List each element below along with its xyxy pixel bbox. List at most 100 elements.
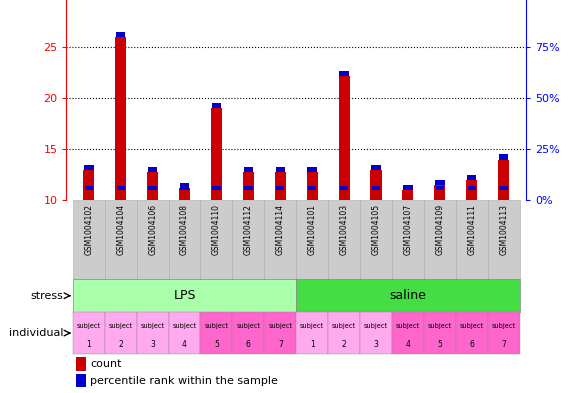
Text: 5: 5 [438,340,442,349]
Text: 2: 2 [342,340,346,349]
Bar [169,312,201,354]
Text: 4: 4 [406,340,410,349]
Bar [244,186,253,190]
Bar [83,170,94,200]
Bar [360,312,392,354]
FancyBboxPatch shape [73,200,105,279]
Bar [147,172,158,200]
Text: GSM1004108: GSM1004108 [180,204,189,255]
Bar [73,279,297,312]
Bar [243,172,254,200]
Text: individual: individual [9,328,64,338]
Bar [76,357,86,371]
Text: GSM1004101: GSM1004101 [307,204,317,255]
FancyBboxPatch shape [105,200,136,279]
Text: stress: stress [31,291,64,301]
Text: GSM1004107: GSM1004107 [403,204,413,255]
Bar [180,186,189,190]
Text: subject: subject [77,323,101,329]
Bar [435,180,444,185]
Bar [180,183,189,188]
Text: subject: subject [172,323,197,329]
Bar [392,312,424,354]
Text: subject: subject [205,323,228,329]
Bar [371,165,381,170]
FancyBboxPatch shape [360,200,392,279]
Bar [136,312,169,354]
FancyBboxPatch shape [488,200,520,279]
Bar [372,186,380,190]
Text: GSM1004111: GSM1004111 [467,204,476,255]
Bar [402,190,413,200]
Bar [105,312,136,354]
Bar [466,180,477,200]
Bar [84,186,93,190]
Bar [149,186,157,190]
Text: subject: subject [300,323,324,329]
Bar [275,172,286,200]
FancyBboxPatch shape [424,200,456,279]
Text: subject: subject [268,323,292,329]
Bar [456,312,488,354]
Text: percentile rank within the sample: percentile rank within the sample [90,376,278,386]
Bar [276,167,285,172]
Text: GSM1004113: GSM1004113 [499,204,508,255]
Bar [117,186,125,190]
Bar [467,175,476,180]
Bar [370,170,381,200]
Text: subject: subject [428,323,452,329]
Text: GSM1004110: GSM1004110 [212,204,221,255]
FancyBboxPatch shape [201,200,232,279]
Text: 5: 5 [214,340,219,349]
FancyBboxPatch shape [328,200,360,279]
FancyBboxPatch shape [392,200,424,279]
Text: 1: 1 [87,340,91,349]
Text: GSM1004102: GSM1004102 [84,204,93,255]
Bar [115,37,127,200]
Text: 6: 6 [246,340,251,349]
Text: GSM1004106: GSM1004106 [148,204,157,255]
FancyBboxPatch shape [456,200,488,279]
Bar [297,312,328,354]
Text: subject: subject [364,323,388,329]
Text: subject: subject [109,323,133,329]
Bar [424,312,456,354]
Bar [340,186,349,190]
Text: subject: subject [491,323,516,329]
FancyBboxPatch shape [169,200,201,279]
Text: 3: 3 [150,340,155,349]
Text: subject: subject [332,323,356,329]
Text: GSM1004109: GSM1004109 [435,204,444,255]
Bar [232,312,264,354]
Bar [211,108,222,200]
Text: GSM1004104: GSM1004104 [116,204,125,255]
Text: subject: subject [140,323,165,329]
Bar [276,186,284,190]
Text: 7: 7 [501,340,506,349]
FancyBboxPatch shape [297,200,328,279]
Bar [212,103,221,108]
Text: GSM1004112: GSM1004112 [244,204,253,255]
Bar [403,185,413,190]
Bar [308,186,316,190]
Text: 6: 6 [469,340,474,349]
Bar [243,167,253,172]
Bar [307,167,317,172]
Text: subject: subject [236,323,261,329]
Text: subject: subject [396,323,420,329]
Bar [116,32,125,37]
FancyBboxPatch shape [136,200,169,279]
Text: count: count [90,358,122,369]
Bar [488,312,520,354]
FancyBboxPatch shape [264,200,297,279]
Bar [148,167,157,172]
Bar [201,312,232,354]
Text: 2: 2 [118,340,123,349]
Bar [264,312,296,354]
Text: 7: 7 [278,340,283,349]
Text: subject: subject [460,323,484,329]
Bar [434,185,446,200]
Bar [84,165,94,170]
Text: saline: saline [390,289,427,302]
Text: GSM1004105: GSM1004105 [372,204,380,255]
